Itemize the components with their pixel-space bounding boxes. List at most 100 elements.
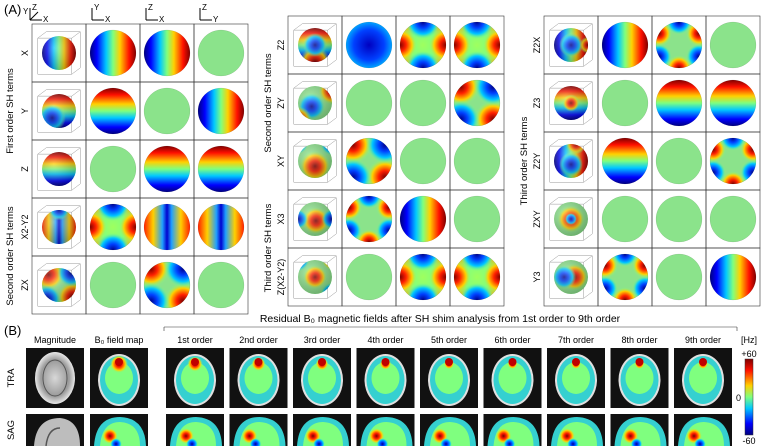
shim-term-map (453, 79, 501, 127)
sphere-3d-view (549, 197, 593, 241)
term-label: Z2 (276, 40, 286, 51)
panel-b-label: (B) (4, 323, 21, 338)
sh-term-row: X3 (276, 189, 505, 249)
shim-term-map (399, 21, 447, 69)
term-label: XY (276, 155, 286, 167)
colorbar-mid: 0 (736, 393, 741, 403)
colorbar: [Hz] +60 0 -60 (736, 335, 757, 446)
sh-term-row: Z2X (532, 15, 761, 75)
shim-term-map (709, 253, 757, 301)
shim-term-map (345, 137, 393, 185)
column-header: 3rd order (304, 335, 341, 345)
column-header: 2nd order (239, 335, 278, 345)
shim-term-map (89, 145, 137, 193)
result-column: 4th order (356, 335, 415, 446)
shim-term-map (709, 195, 757, 243)
brain-axial (35, 352, 75, 404)
term-label: X2-Y2 (20, 214, 30, 239)
group-title: Third order SH terms (519, 116, 530, 205)
result-column: 5th order (420, 335, 478, 446)
column-header: 7th order (558, 335, 594, 345)
axis-label: X (159, 15, 165, 24)
sh-term-row: Y (20, 81, 249, 141)
sphere-3d-view (293, 23, 337, 67)
sh-term-group: Third order SH terms Z2X Z3 Z2Y ZXY Y3 (519, 15, 761, 307)
term-label: Z2Y (532, 153, 542, 170)
colorbar-unit: [Hz] (741, 335, 757, 345)
sphere-3d-view (293, 197, 337, 241)
axis-label: Z (202, 3, 207, 12)
column-header: 9th order (685, 335, 721, 345)
result-column: Magnitude (26, 335, 84, 446)
result-column: 6th order (483, 335, 542, 446)
shim-term-map (709, 79, 757, 127)
result-column: 7th order (547, 335, 605, 446)
sh-term-row: X (20, 23, 249, 83)
row-label-tra: TRA (6, 368, 17, 388)
result-column: 1st order (166, 335, 224, 446)
sh-term-row: ZY (276, 73, 505, 133)
column-header: 1st order (177, 335, 213, 345)
column-header: B₀ field map (95, 335, 144, 345)
shim-term-map (453, 253, 501, 301)
sh-term-group: Third order SH terms X3 Z(X2-Y2) (263, 189, 505, 307)
term-label: Z2X (532, 37, 542, 54)
sh-term-group: Second order SH terms X2-Y2 ZX (5, 197, 249, 315)
shim-term-map (399, 79, 447, 127)
shim-term-map (143, 87, 191, 135)
sphere-3d-view (549, 139, 593, 183)
cell-border (449, 247, 505, 307)
sphere-3d-view (37, 205, 81, 249)
shim-term-map (197, 145, 245, 193)
term-label: Y (20, 108, 30, 114)
shim-term-map (709, 137, 757, 185)
group-title: Second order SH terms (5, 206, 16, 306)
sphere-3d-view (37, 147, 81, 191)
term-label: ZX (20, 279, 30, 291)
panel-b-title: Residual B₀ magnetic fields after SH shi… (260, 313, 621, 325)
term-label: ZY (276, 97, 286, 109)
term-label: Z(X2-Y2) (276, 259, 286, 296)
shim-term-map (453, 137, 501, 185)
panel-a-label: (A) (4, 2, 21, 17)
cell-border (193, 255, 249, 315)
cell-border (705, 247, 761, 307)
brain-sagittal (34, 418, 80, 446)
result-column: 9th order (674, 335, 732, 446)
axis-label: Y (213, 15, 219, 24)
term-label: X3 (276, 213, 286, 224)
column-header: Magnitude (34, 335, 76, 345)
shim-term-map (345, 195, 393, 243)
shim-term-map (655, 79, 703, 127)
shim-term-map (399, 137, 447, 185)
shim-term-map (89, 87, 137, 135)
sh-term-group: First order SH terms X Y Z (5, 23, 249, 199)
term-label: ZXY (532, 210, 542, 228)
colorbar-min: -60 (742, 436, 755, 446)
axis-label: X (105, 15, 111, 24)
sh-term-row: Z(X2-Y2) (276, 247, 505, 307)
shim-term-map (655, 195, 703, 243)
panel-b: Magnitude B₀ field map 1st order 2nd order 3… (6, 326, 757, 446)
sphere-3d-view (293, 255, 337, 299)
sphere-3d-view (549, 23, 593, 67)
axis-icon: YX (91, 3, 111, 24)
shim-term-map (143, 145, 191, 193)
group-title: Third order SH terms (263, 203, 274, 292)
colorbar-max: +60 (741, 349, 756, 359)
group-title: Second order SH terms (263, 53, 274, 153)
shim-term-map (601, 195, 649, 243)
sh-term-row: Z (20, 139, 249, 199)
result-column: 3rd order (293, 335, 351, 446)
shim-term-map (709, 21, 757, 69)
shim-term-map (453, 195, 501, 243)
column-header: 6th order (494, 335, 530, 345)
shim-term-map (453, 21, 501, 69)
sh-term-row: Z2 (276, 15, 505, 75)
axis-label: Y (94, 3, 100, 12)
group-title: First order SH terms (5, 68, 16, 154)
